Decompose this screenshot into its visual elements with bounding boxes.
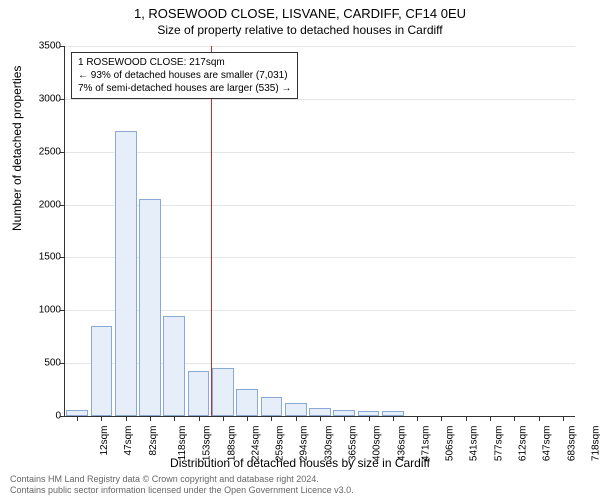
bar	[188, 371, 210, 416]
xtick-mark	[247, 416, 248, 421]
xtick-mark	[490, 416, 491, 421]
ytick-label: 500	[21, 358, 61, 369]
xtick-mark	[344, 416, 345, 421]
ytick-label: 3000	[21, 93, 61, 104]
bar	[236, 389, 258, 416]
xtick-mark	[320, 416, 321, 421]
ytick-label: 0	[21, 411, 61, 422]
xtick-mark	[77, 416, 78, 421]
xtick-mark	[101, 416, 102, 421]
chart-subtitle: Size of property relative to detached ho…	[0, 21, 600, 37]
bar	[115, 131, 137, 416]
annotation-line: 1 ROSEWOOD CLOSE: 217sqm	[78, 56, 291, 69]
xtick-mark	[223, 416, 224, 421]
ytick-label: 1500	[21, 252, 61, 263]
bar	[139, 199, 161, 416]
xtick-label: 47sqm	[123, 426, 134, 456]
plot-area: 050010001500200025003000350012sqm47sqm82…	[64, 46, 575, 417]
gridline	[65, 46, 575, 47]
xtick-mark	[417, 416, 418, 421]
annotation-line: ← 93% of detached houses are smaller (7,…	[78, 69, 291, 82]
footer-line-2: Contains public sector information licen…	[10, 485, 354, 496]
xtick-mark	[514, 416, 515, 421]
gridline	[65, 152, 575, 153]
xtick-mark	[441, 416, 442, 421]
bar	[212, 368, 234, 416]
xtick-mark	[199, 416, 200, 421]
xtick-mark	[296, 416, 297, 421]
footer-attribution: Contains HM Land Registry data © Crown c…	[10, 474, 354, 496]
chart-container: 1, ROSEWOOD CLOSE, LISVANE, CARDIFF, CF1…	[0, 0, 600, 500]
xtick-mark	[369, 416, 370, 421]
annotation-box: 1 ROSEWOOD CLOSE: 217sqm← 93% of detache…	[71, 52, 298, 99]
chart-area: 050010001500200025003000350012sqm47sqm82…	[64, 46, 574, 416]
chart-title: 1, ROSEWOOD CLOSE, LISVANE, CARDIFF, CF1…	[0, 0, 600, 21]
bar	[261, 397, 283, 416]
ytick-label: 2500	[21, 146, 61, 157]
x-axis-label: Distribution of detached houses by size …	[0, 456, 600, 470]
ytick-label: 2000	[21, 199, 61, 210]
ytick-label: 1000	[21, 305, 61, 316]
ytick-label: 3500	[21, 41, 61, 52]
xtick-mark	[126, 416, 127, 421]
xtick-mark	[271, 416, 272, 421]
footer-line-1: Contains HM Land Registry data © Crown c…	[10, 474, 354, 485]
xtick-mark	[150, 416, 151, 421]
xtick-mark	[393, 416, 394, 421]
xtick-mark	[563, 416, 564, 421]
xtick-mark	[466, 416, 467, 421]
annotation-line: 7% of semi-detached houses are larger (5…	[78, 82, 291, 95]
xtick-mark	[539, 416, 540, 421]
bar	[163, 316, 185, 416]
xtick-mark	[174, 416, 175, 421]
reference-line	[211, 46, 212, 416]
bar	[91, 326, 113, 416]
xtick-label: 12sqm	[99, 426, 110, 456]
xtick-label: 82sqm	[148, 426, 159, 456]
bar	[285, 403, 307, 416]
bar	[309, 408, 331, 416]
